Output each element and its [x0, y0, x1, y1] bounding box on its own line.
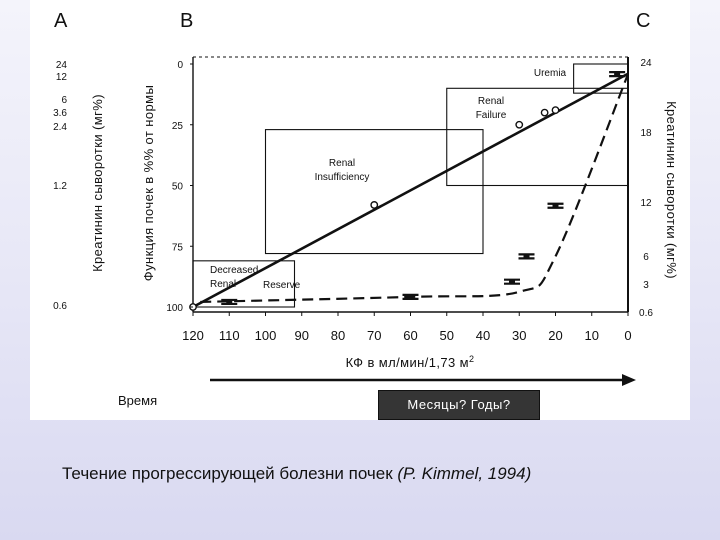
circle-point-3	[515, 120, 524, 129]
y-left-tick-label-1: 0	[177, 60, 183, 71]
y-right-tick-label-6: 0.6	[639, 308, 653, 319]
panel-letter-a: A	[54, 10, 68, 32]
x-axis-ticks: 120 110 100 90 80 70 60 50 40 30 20 10 0	[182, 312, 632, 343]
left-axis-ticks: 0 25 50 75 100	[166, 60, 193, 314]
x-tick-label-12: 10	[585, 328, 599, 343]
region-label-1-line-1: Uremia	[534, 68, 567, 79]
figure-background	[30, 0, 690, 420]
region-label-4-line-2: Renal	[210, 279, 236, 290]
y-left-axis-title: Функция почек в %% от нормы	[141, 85, 156, 281]
region-label-4-line-1: Decreased	[210, 265, 258, 276]
y-outer-tick-label-7: 0.6	[53, 301, 67, 312]
x-axis-title: КФ в мл/мин/1,73 м2	[346, 354, 475, 370]
x-tick-label-10: 30	[512, 328, 526, 343]
y-outer-axis-title: Креатинин сыворотки (мг%)	[90, 94, 105, 272]
time-arrow-head	[622, 374, 636, 386]
y-outer-tick-label-5: 2.4	[53, 122, 67, 133]
y-left-tick-label-3: 50	[172, 182, 184, 193]
bar-point-4	[518, 253, 535, 260]
y-right-tick-label-1: 24	[640, 58, 652, 69]
y-outer-tick-label-2: 12	[56, 72, 68, 83]
bar-point-2	[402, 293, 419, 300]
region-label-2-line-1: Renal	[478, 96, 504, 107]
panel-letter-c: C	[636, 10, 650, 32]
region-label-2-line-2: Failure	[476, 110, 507, 121]
y-right-tick-label-2: 18	[640, 128, 652, 139]
bar-point-6	[609, 71, 626, 78]
slide-caption: Течение прогрессирующей болезни почек (P…	[62, 464, 531, 484]
bar-point-5	[547, 202, 564, 209]
x-tick-label-8: 50	[440, 328, 454, 343]
x-tick-label-5: 80	[331, 328, 345, 343]
region-label-3-line-2: Insufficiency	[315, 172, 370, 183]
x-axis-title-sup: 2	[469, 354, 474, 364]
x-tick-label-11: 20	[548, 328, 562, 343]
y-right-axis-title: Креатинин сыворотки (мг%)	[664, 101, 679, 279]
bar-point-3	[504, 278, 520, 285]
region-box-1	[573, 63, 629, 94]
time-label: Время	[118, 393, 158, 408]
region-box-3	[264, 129, 484, 255]
region-label-3-line-1: Renal	[329, 158, 355, 169]
circle-point-5	[551, 106, 560, 115]
circle-point-2	[370, 201, 379, 209]
x-tick-label-7: 60	[403, 328, 417, 343]
bar-point-1	[221, 298, 238, 306]
panel-letter-b: B	[180, 10, 193, 32]
y-right-tick-label-4: 6	[643, 252, 649, 263]
y-left-tick-label-4: 75	[172, 242, 184, 253]
y-right-tick-label-3: 12	[640, 198, 652, 209]
y-outer-tick-label-1: 24	[56, 60, 68, 71]
series-line-kidney-function	[192, 72, 629, 309]
x-tick-label-1: 120	[182, 328, 204, 343]
x-tick-label-2: 110	[219, 328, 240, 343]
right-axis-ticks: 24 18 12 6 3 0.6	[639, 58, 653, 319]
y-right-tick-label-5: 3	[643, 280, 649, 291]
region-box-2	[446, 87, 629, 187]
x-tick-label-4: 90	[295, 328, 309, 343]
caption-citation: (P. Kimmel, 1994)	[397, 464, 532, 483]
y-outer-tick-label-6: 1.2	[53, 181, 67, 192]
region-boxes: Uremia Renal Failure Renal Insufficiency Decr…	[192, 63, 629, 308]
region-label-4-line-3: Reserve	[263, 280, 301, 291]
y-outer-tick-label-4: 3.6	[53, 108, 67, 119]
circle-point-4	[540, 108, 549, 117]
y-left-tick-label-5: 100	[166, 303, 183, 314]
y-outer-tick-label-3: 6	[61, 95, 67, 106]
caption-text: Течение прогрессирующей болезни почек	[62, 464, 398, 483]
time-scale-box: Месяцы? Годы?	[378, 390, 540, 420]
data-markers	[189, 71, 626, 311]
x-tick-label-13: 0	[624, 328, 631, 343]
y-left-tick-label-2: 25	[172, 121, 184, 132]
x-tick-label-9: 40	[476, 328, 490, 343]
region-box-4	[192, 260, 296, 308]
x-axis-title-main: КФ в мл/мин/1,73 м	[346, 355, 469, 370]
x-tick-label-3: 100	[255, 328, 277, 343]
x-tick-label-6: 70	[367, 328, 381, 343]
